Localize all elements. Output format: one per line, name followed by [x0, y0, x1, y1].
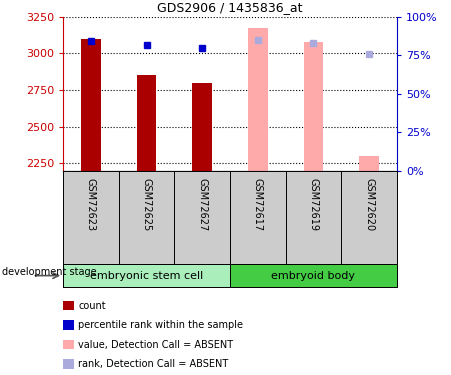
Text: count: count	[78, 301, 106, 310]
Text: embryonic stem cell: embryonic stem cell	[90, 271, 203, 280]
Bar	[304, 42, 323, 171]
Bar	[63, 264, 230, 287]
Bar	[193, 83, 212, 171]
Bar	[359, 156, 379, 171]
Text: GSM72627: GSM72627	[197, 178, 207, 231]
Text: GSM72620: GSM72620	[364, 178, 374, 231]
Bar	[248, 28, 267, 171]
Title: GDS2906 / 1435836_at: GDS2906 / 1435836_at	[157, 2, 303, 14]
Text: GSM72619: GSM72619	[308, 178, 318, 231]
Bar	[230, 264, 397, 287]
Text: percentile rank within the sample: percentile rank within the sample	[78, 320, 243, 330]
Bar	[81, 39, 101, 171]
Text: embryoid body: embryoid body	[272, 271, 355, 280]
Text: GSM72617: GSM72617	[253, 178, 263, 231]
Text: GSM72625: GSM72625	[142, 178, 152, 231]
Bar	[137, 75, 156, 171]
Text: GSM72623: GSM72623	[86, 178, 96, 231]
Text: rank, Detection Call = ABSENT: rank, Detection Call = ABSENT	[78, 359, 228, 369]
Text: development stage: development stage	[2, 267, 97, 277]
Text: value, Detection Call = ABSENT: value, Detection Call = ABSENT	[78, 340, 233, 350]
